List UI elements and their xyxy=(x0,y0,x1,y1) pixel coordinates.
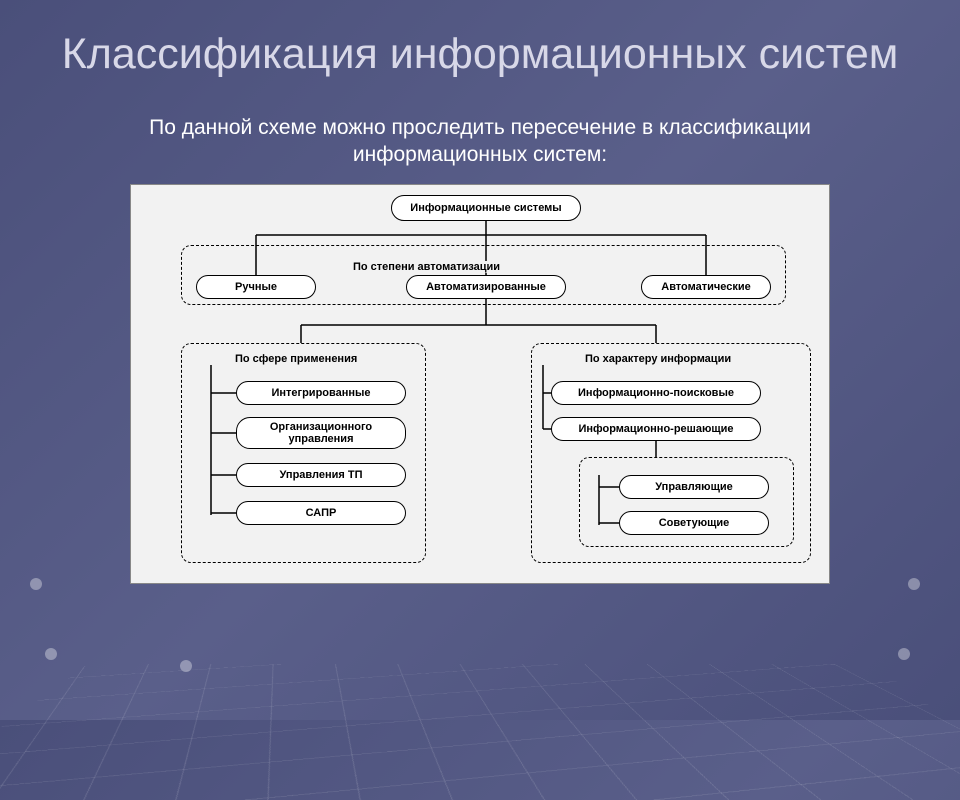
grid-dot xyxy=(45,648,57,660)
node-g2-i1: Информационно-решающие xyxy=(551,417,761,441)
node-g1-i3: САПР xyxy=(236,501,406,525)
group-box-1 xyxy=(181,343,426,563)
node-g0-i1: Автоматизированные xyxy=(406,275,566,299)
node-g1-i0: Интегрированные xyxy=(236,381,406,405)
root-node: Информационные системы xyxy=(391,195,581,221)
classification-diagram: Информационные системы По степени автомат… xyxy=(130,184,830,584)
node-g1-i2: Управления ТП xyxy=(236,463,406,487)
node-g2-i2: Управляющие xyxy=(619,475,769,499)
group-label-0: По степени автоматизации xyxy=(349,261,504,273)
node-g2-i0: Информационно-поисковые xyxy=(551,381,761,405)
slide-title: Классификация информационных систем xyxy=(0,0,960,92)
grid-dot xyxy=(30,578,42,590)
node-g1-i1: Организационного управления xyxy=(236,417,406,449)
grid-dot xyxy=(908,578,920,590)
grid-background xyxy=(0,664,960,800)
group-label-2: По характеру информации xyxy=(581,353,735,365)
node-g0-i2: Автоматические xyxy=(641,275,771,299)
group-label-1: По сфере применения xyxy=(231,353,361,365)
grid-dot xyxy=(180,660,192,672)
slide-subtitle: По данной схеме можно проследить пересеч… xyxy=(0,92,960,181)
grid-dot xyxy=(898,648,910,660)
node-g2-i3: Советующие xyxy=(619,511,769,535)
node-g0-i0: Ручные xyxy=(196,275,316,299)
